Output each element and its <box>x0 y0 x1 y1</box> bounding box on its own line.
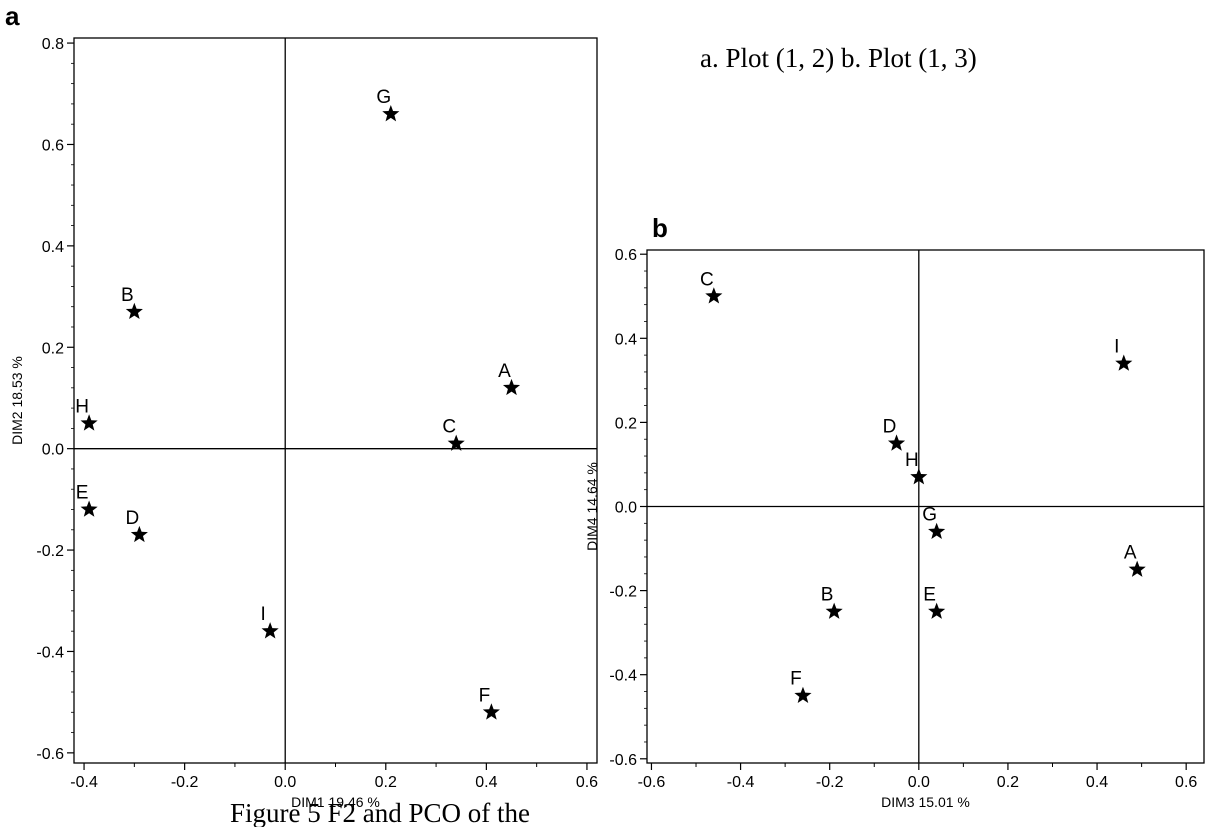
point-label-b: B <box>121 285 134 306</box>
point-marker-i <box>261 622 279 639</box>
point-label-a: A <box>1124 543 1137 564</box>
x-tick-label: 0.6 <box>576 774 598 791</box>
point-label-d: D <box>883 416 897 437</box>
x-tick-label: -0.2 <box>816 774 844 791</box>
point-label-d: D <box>126 508 140 529</box>
x-tick-label: 0.0 <box>274 774 296 791</box>
point-label-f: F <box>479 685 491 706</box>
point-marker-d <box>887 434 906 451</box>
x-axis-title: DIM1 19.46 % <box>291 794 380 810</box>
point-label-i: I <box>260 604 265 625</box>
y-tick-label: 0.8 <box>42 36 64 53</box>
point-marker-a <box>502 378 521 396</box>
y-tick-label: 0.6 <box>42 137 64 154</box>
point-marker-f <box>482 703 500 720</box>
figure-caption: Figure 5 F2 and PCO of the <box>230 798 530 827</box>
y-tick-label: -0.2 <box>609 584 637 601</box>
y-tick-label: -0.6 <box>36 746 64 763</box>
y-tick-label: -0.6 <box>609 752 637 769</box>
point-marker-b <box>125 302 143 320</box>
point-marker-b <box>825 602 843 619</box>
point-label-h: H <box>75 396 89 417</box>
y-tick-label: -0.4 <box>36 644 64 661</box>
point-label-i: I <box>1114 337 1119 358</box>
point-marker-c <box>447 434 465 451</box>
point-marker-e <box>928 602 946 619</box>
y-tick-label: -0.2 <box>36 543 64 560</box>
x-tick-label: -0.2 <box>171 774 199 791</box>
x-tick-label: -0.6 <box>638 774 666 791</box>
point-label-g: G <box>922 505 937 526</box>
y-tick-label: 0.2 <box>42 340 64 357</box>
y-tick-label: 0.0 <box>615 500 637 517</box>
point-marker-h <box>80 414 98 431</box>
panel-a: a -0.4 -0.2 0.0 0.2 0.4 0.6 -0.6 -0.4 -0.2 0.0 0.2 0… <box>5 1 598 810</box>
x-tick-label: -0.4 <box>70 774 98 791</box>
plot-frame <box>73 37 598 764</box>
point-label-f: F <box>790 669 802 690</box>
panel-letter-b: b <box>652 213 668 243</box>
x-tick-label: 0.0 <box>908 774 930 791</box>
point-marker-f <box>794 686 812 703</box>
point-marker-e <box>80 500 98 517</box>
point-label-e: E <box>923 585 936 606</box>
panel-b: b -0.6 -0.4 -0.2 0.0 0.2 0.4 0.6 -0.6 -0.4 -0.2 0.0… <box>584 213 1205 810</box>
x-tick-label: 0.2 <box>997 774 1019 791</box>
point-label-b: B <box>821 585 834 606</box>
y-tick-label: 0.2 <box>615 415 637 432</box>
x-tick-label: 0.6 <box>1175 774 1197 791</box>
point-marker-g <box>928 522 946 540</box>
y-axis-title: DIM4 14.64 % <box>584 462 600 551</box>
point-label-c: C <box>700 269 714 290</box>
x-axis-title: DIM3 15.01 % <box>881 794 970 810</box>
point-marker-d <box>130 525 148 543</box>
plot-caption: a. Plot (1, 2) b. Plot (1, 3) <box>700 43 977 73</box>
x-tick-label: -0.4 <box>727 774 755 791</box>
point-label-a: A <box>498 361 511 382</box>
y-tick-label: 0.4 <box>42 239 64 256</box>
point-marker-i <box>1115 354 1133 371</box>
panel-letter-a: a <box>5 1 20 31</box>
point-marker-h <box>910 468 928 485</box>
x-tick-label: 0.4 <box>1086 774 1108 791</box>
point-marker-a <box>1128 560 1146 577</box>
point-marker-g <box>382 105 400 122</box>
x-tick-label: 0.2 <box>375 774 397 791</box>
y-axis-title: DIM2 18.53 % <box>9 356 25 445</box>
y-tick-label: 0.4 <box>615 331 637 348</box>
y-tick-label: 0.6 <box>615 247 637 264</box>
point-label-c: C <box>442 417 456 438</box>
point-marker-c <box>705 287 723 304</box>
y-tick-label: -0.4 <box>609 668 637 685</box>
y-tick-label: 0.0 <box>42 442 64 459</box>
x-tick-label: 0.4 <box>475 774 497 791</box>
point-label-h: H <box>905 450 919 471</box>
point-label-e: E <box>76 483 89 504</box>
point-label-g: G <box>376 87 391 108</box>
